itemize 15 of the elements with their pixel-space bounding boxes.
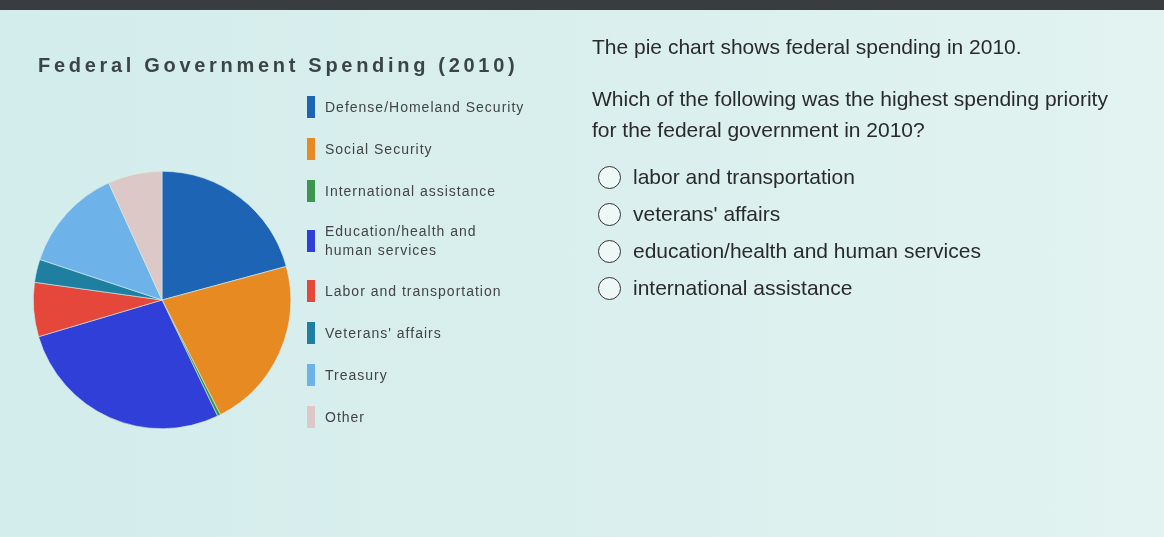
text: education/health and human services [633, 239, 981, 263]
text: Which of the following was the highest spending priority for the federal government in 2010? [592, 86, 1109, 143]
legend-label: Education/health and human services [325, 222, 478, 260]
text: international assistance [633, 276, 853, 300]
legend-label: Defense/Homeland Security [325, 97, 526, 117]
legend-label: International assistance [325, 181, 498, 201]
text: labor and transportation [633, 165, 855, 189]
text: The pie chart shows federal spending in 2010. [592, 35, 1022, 59]
legend-label: Labor and transportation [325, 281, 503, 301]
text: veterans' affairs [633, 202, 781, 226]
legend-label: Social Security [325, 139, 434, 159]
legend-label: Other [325, 407, 366, 427]
legend-label: Veterans' affairs [325, 323, 443, 343]
legend-label: Treasury [325, 365, 389, 385]
chart-title: Federal Government Spending (2010) [38, 54, 519, 77]
